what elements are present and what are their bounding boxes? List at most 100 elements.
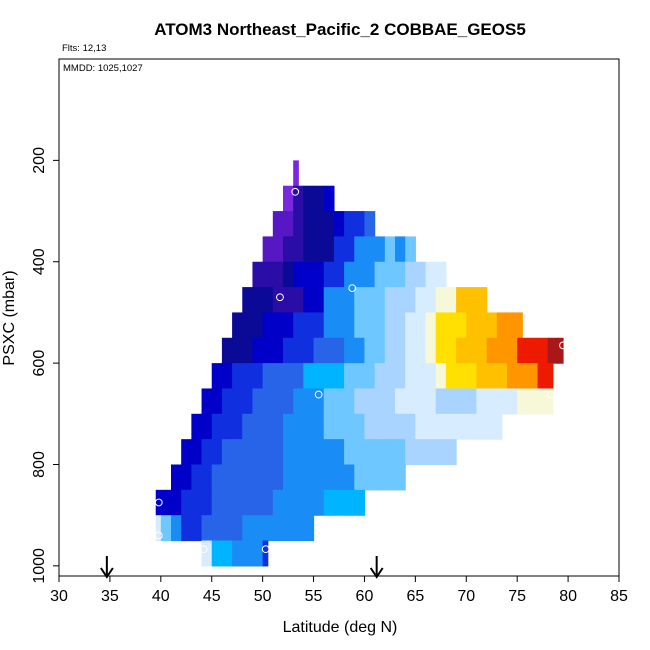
heatmap-cell bbox=[323, 464, 335, 491]
heatmap-cell bbox=[405, 236, 416, 263]
heatmap-cell bbox=[313, 489, 325, 516]
heatmap-cell bbox=[333, 489, 345, 516]
heatmap-cell bbox=[323, 439, 335, 466]
heatmap-cell bbox=[252, 540, 264, 567]
heatmap-cells bbox=[155, 160, 564, 567]
heatmap-cell bbox=[293, 160, 299, 187]
heatmap-cell bbox=[344, 287, 355, 314]
heatmap-cell bbox=[364, 312, 376, 339]
heatmap-cell bbox=[313, 236, 325, 263]
heatmap-cell bbox=[272, 261, 284, 288]
heatmap-cell bbox=[313, 363, 325, 390]
x-axis-label: Latitude (deg N) bbox=[283, 619, 398, 636]
heatmap-cell bbox=[303, 261, 315, 288]
heatmap-cell bbox=[496, 413, 503, 440]
heatmap-cell bbox=[384, 363, 396, 390]
x-tick-label: 75 bbox=[508, 588, 526, 605]
heatmap-cell bbox=[384, 287, 396, 314]
heatmap-cell bbox=[445, 337, 457, 364]
heatmap-cell bbox=[344, 363, 355, 390]
heatmap-cell bbox=[395, 261, 406, 288]
heatmap-cell bbox=[165, 489, 177, 516]
heatmap-cell bbox=[466, 312, 478, 339]
heatmap-cell bbox=[395, 337, 406, 364]
heatmap-cell bbox=[191, 439, 203, 466]
heatmap-cell bbox=[201, 464, 213, 491]
heatmap-cell bbox=[283, 236, 294, 263]
heatmap-cell bbox=[354, 489, 366, 516]
heatmap-cell bbox=[354, 236, 366, 263]
heatmap-cell bbox=[425, 337, 437, 364]
heatmap-cell bbox=[425, 388, 437, 415]
y-tick-label: 400 bbox=[31, 248, 48, 275]
heatmap-cell bbox=[262, 413, 274, 440]
heatmap-cell bbox=[405, 261, 416, 288]
heatmap-cell bbox=[303, 287, 315, 314]
heatmap-cell bbox=[232, 363, 243, 390]
heatmap-cell bbox=[283, 439, 294, 466]
heatmap-cell bbox=[415, 439, 427, 466]
y-tick-label: 600 bbox=[31, 350, 48, 377]
heatmap-cell bbox=[333, 287, 345, 314]
heatmap-cell bbox=[232, 464, 243, 491]
x-tick-label: 35 bbox=[101, 588, 119, 605]
x-tick-label: 65 bbox=[406, 588, 424, 605]
heatmap-cell bbox=[201, 413, 213, 440]
heatmap-cell bbox=[405, 413, 416, 440]
heatmap-cell bbox=[354, 211, 366, 237]
flight-arrow-head bbox=[369, 567, 384, 579]
heatmap-cell bbox=[293, 363, 304, 390]
heatmap-cell bbox=[293, 464, 304, 491]
heatmap-cell bbox=[364, 211, 376, 237]
heatmap-cell bbox=[283, 261, 294, 288]
heatmap-cell bbox=[486, 363, 498, 390]
heatmap-cell bbox=[293, 337, 304, 364]
heatmap-cell bbox=[405, 439, 416, 466]
heatmap-cell bbox=[456, 388, 467, 415]
heatmap-cell bbox=[384, 312, 396, 339]
heatmap-cell bbox=[445, 439, 457, 466]
heatmap-cell bbox=[221, 413, 233, 440]
heatmap-cell bbox=[201, 489, 213, 516]
heatmap-cell bbox=[303, 464, 315, 491]
heatmap-cell bbox=[507, 312, 518, 339]
heatmap-cell bbox=[303, 312, 315, 339]
heatmap-cell bbox=[435, 312, 447, 339]
y-tick-label: 1000 bbox=[31, 548, 48, 584]
heatmap-cell bbox=[303, 211, 315, 237]
heatmap-cell bbox=[425, 287, 437, 314]
heatmap-cell bbox=[456, 337, 467, 364]
heatmap-cell bbox=[395, 413, 406, 440]
heatmap-cell bbox=[425, 439, 437, 466]
heatmap-cell bbox=[211, 540, 223, 567]
heatmap-cell bbox=[323, 261, 335, 288]
heatmap-cell bbox=[456, 287, 467, 314]
x-tick-label: 50 bbox=[254, 588, 272, 605]
heatmap-cell bbox=[313, 185, 325, 212]
heatmap-cell bbox=[272, 388, 284, 415]
heatmap-cell bbox=[262, 236, 274, 263]
heatmap-cell bbox=[181, 489, 192, 516]
heatmap-cell bbox=[272, 489, 284, 516]
heatmap-cell bbox=[313, 439, 325, 466]
heatmap-cell bbox=[303, 439, 315, 466]
heatmap-cell bbox=[344, 211, 355, 237]
x-tick-label: 40 bbox=[152, 588, 170, 605]
data-point bbox=[154, 531, 163, 540]
heatmap-cell bbox=[262, 337, 274, 364]
heatmap-cell bbox=[344, 439, 355, 466]
data-point bbox=[199, 545, 208, 554]
heatmap-cell bbox=[344, 489, 355, 516]
heatmap-cell bbox=[415, 363, 427, 390]
heatmap-cell bbox=[293, 388, 304, 415]
heatmap-cell bbox=[344, 413, 355, 440]
heatmap-cell bbox=[283, 363, 294, 390]
heatmap-cell bbox=[313, 413, 325, 440]
heatmap-cell bbox=[405, 388, 416, 415]
heatmap-cell bbox=[242, 312, 254, 339]
heatmap-cell bbox=[262, 464, 274, 491]
heatmap-cell bbox=[242, 337, 254, 364]
heatmap-cell bbox=[303, 337, 315, 364]
heatmap-cell bbox=[415, 337, 427, 364]
